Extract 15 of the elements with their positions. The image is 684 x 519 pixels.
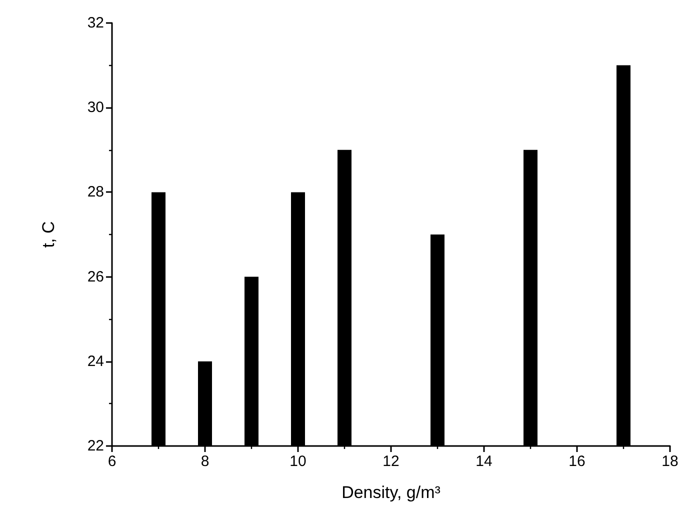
- x-tick-label: 6: [108, 453, 116, 470]
- y-tick-label: 28: [87, 184, 104, 201]
- x-tick-label: 10: [290, 453, 306, 470]
- x-tick-label: 12: [382, 453, 400, 470]
- y-tick-label: 24: [87, 352, 104, 370]
- x-axis-title: Density, g/m³: [342, 483, 441, 502]
- y-tick-label: 30: [87, 99, 104, 116]
- x-tick-label: 16: [568, 453, 586, 470]
- x-tick-label: 18: [662, 453, 678, 470]
- x-tick-label: 8: [200, 453, 210, 470]
- y-tick-label: 26: [87, 268, 104, 286]
- y-tick-label: 22: [87, 438, 104, 454]
- x-tick-label: 14: [476, 453, 492, 470]
- y-axis-title: t, C: [39, 221, 58, 248]
- y-tick-label: 32: [87, 14, 104, 32]
